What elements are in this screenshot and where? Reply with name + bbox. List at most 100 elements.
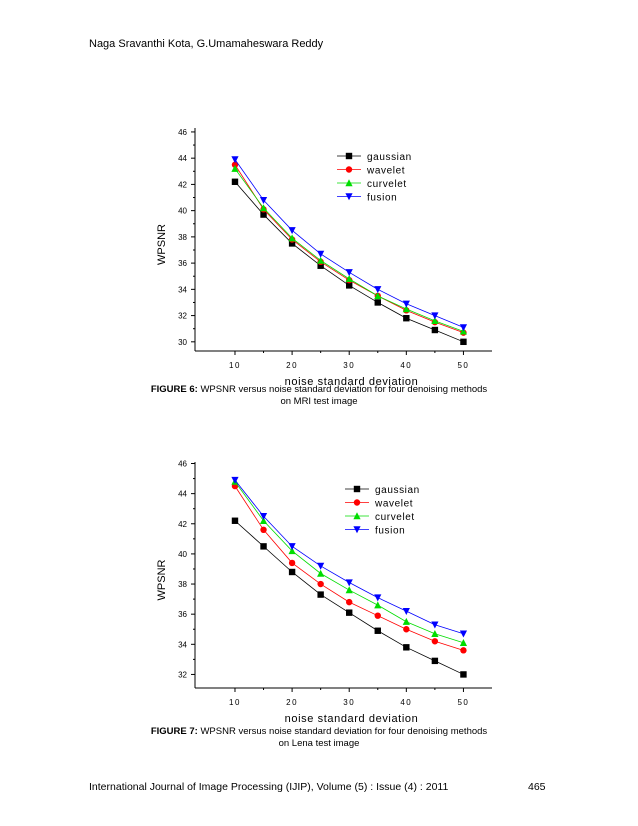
y-tick-label: 32 <box>178 312 187 321</box>
y-tick-label: 40 <box>178 207 187 216</box>
series-gaussian <box>231 178 467 346</box>
data-point-curvelet <box>431 317 439 325</box>
y-tick-label: 40 <box>178 550 187 559</box>
x-tick-label: 40 <box>400 698 412 707</box>
data-point-gaussian <box>460 671 467 678</box>
figure-6-label: FIGURE 6: <box>150 384 198 395</box>
data-point-curvelet <box>231 164 239 172</box>
legend-label-curvelet: curvelet <box>375 512 415 523</box>
legend: gaussian wavelet curvelet fusion <box>337 152 412 204</box>
data-point-gaussian <box>317 262 324 269</box>
figure-6-plot: 30 32 34 36 38 40 42 44 46 10 20 30 40 50 noise standa… <box>156 128 492 388</box>
series-line-wavelet <box>234 164 464 334</box>
x-tick-label: 20 <box>286 698 298 707</box>
series-fusion <box>231 476 468 638</box>
legend-label-gaussian: gaussian <box>375 485 420 496</box>
data-point-curvelet <box>431 629 439 637</box>
x-tick-label: 10 <box>229 698 241 707</box>
data-point-gaussian <box>260 211 267 218</box>
legend-marker-gaussian <box>353 485 361 493</box>
data-point-curvelet <box>259 204 268 212</box>
x-tick-label: 30 <box>343 698 355 707</box>
data-point-curvelet <box>374 601 382 609</box>
data-point-curvelet <box>402 617 410 625</box>
x-tick-label: 20 <box>286 361 298 370</box>
data-point-gaussian <box>346 609 353 616</box>
data-point-gaussian <box>374 299 381 306</box>
data-point-wavelet <box>317 580 324 588</box>
data-point-fusion <box>288 227 296 235</box>
series-gaussian <box>231 517 467 678</box>
series-wavelet <box>231 482 467 654</box>
data-point-wavelet <box>460 647 467 654</box>
x-tick-label: 10 <box>229 361 241 370</box>
x-axis-label: noise standard deviation <box>285 376 419 388</box>
data-point-curvelet <box>317 256 325 264</box>
data-point-wavelet <box>403 626 410 633</box>
series-line-curvelet <box>234 168 464 332</box>
data-point-fusion <box>459 630 468 638</box>
series-curvelet <box>231 477 468 646</box>
data-point-curvelet <box>345 586 353 594</box>
legend-marker-fusion <box>345 193 353 201</box>
y-tick-label: 30 <box>178 338 187 347</box>
figure-7-caption: FIGURE 7: WPSNR versus noise standard de… <box>0 726 638 750</box>
data-point-gaussian <box>288 240 296 247</box>
data-point-fusion <box>259 196 268 204</box>
y-axis-label: WPSNR <box>156 559 168 600</box>
figure-7-chart: 32 34 36 38 40 42 44 46 10 20 30 40 50 noise standard… <box>0 452 638 725</box>
legend-marker-curvelet <box>345 179 353 187</box>
x-tick-label: 40 <box>400 361 412 370</box>
data-point-gaussian <box>346 282 353 289</box>
y-tick-label: 34 <box>178 640 187 649</box>
data-point-curvelet <box>259 516 268 524</box>
y-tick-label: 46 <box>178 128 187 137</box>
data-point-fusion <box>402 607 410 615</box>
data-point-curvelet <box>317 569 325 577</box>
data-point-fusion <box>459 324 468 332</box>
series-line-gaussian <box>234 520 464 675</box>
data-point-fusion <box>345 269 353 277</box>
figure-7-caption-line1: WPSNR versus noise standard deviation fo… <box>200 726 488 737</box>
data-point-gaussian <box>431 657 439 665</box>
data-point-fusion <box>431 621 439 629</box>
y-tick-label: 42 <box>178 180 187 189</box>
series-curvelet <box>231 164 468 335</box>
legend-label-wavelet: wavelet <box>374 499 413 510</box>
y-tick-label: 32 <box>178 670 187 679</box>
legend-label-fusion: fusion <box>367 193 397 204</box>
x-tick-label: 50 <box>457 698 469 707</box>
journal-footer: International Journal of Image Processin… <box>89 781 449 793</box>
data-point-gaussian <box>431 326 439 334</box>
y-tick-label: 44 <box>178 490 187 499</box>
figure-6-caption: FIGURE 6: WPSNR versus noise standard de… <box>0 384 638 408</box>
legend-label-curvelet: curvelet <box>367 179 407 190</box>
y-tick-label: 38 <box>178 580 187 589</box>
legend-marker-curvelet <box>353 512 361 520</box>
data-point-fusion <box>374 594 382 602</box>
figure-7-caption-line2: on Lena test image <box>278 738 360 749</box>
y-tick-label: 36 <box>178 610 187 619</box>
figure-6-caption-line2: on MRI test image <box>280 396 358 407</box>
figure-7-label: FIGURE 7: <box>150 726 198 737</box>
series-line-wavelet <box>234 485 464 651</box>
series-wavelet <box>231 161 467 336</box>
x-tick-label: 30 <box>343 361 355 370</box>
data-point-fusion <box>317 562 325 570</box>
data-point-fusion <box>259 513 268 521</box>
legend: gaussian wavelet curvelet fusion <box>345 485 420 537</box>
data-point-fusion <box>345 579 353 587</box>
x-tick-label: 50 <box>457 361 469 370</box>
legend-label-gaussian: gaussian <box>367 152 412 163</box>
series-line-curvelet <box>234 481 464 644</box>
data-point-fusion <box>402 300 410 308</box>
data-point-curvelet <box>459 639 468 646</box>
legend-marker-wavelet <box>353 499 361 506</box>
data-point-gaussian <box>260 543 267 550</box>
data-point-fusion <box>317 250 325 258</box>
figure-7-plot: 32 34 36 38 40 42 44 46 10 20 30 40 50 noise standard… <box>156 460 492 725</box>
legend-label-wavelet: wavelet <box>366 166 405 177</box>
running-header: Naga Sravanthi Kota, G.Umamaheswara Redd… <box>89 38 324 50</box>
data-point-gaussian <box>231 178 239 185</box>
data-point-gaussian <box>403 644 410 651</box>
